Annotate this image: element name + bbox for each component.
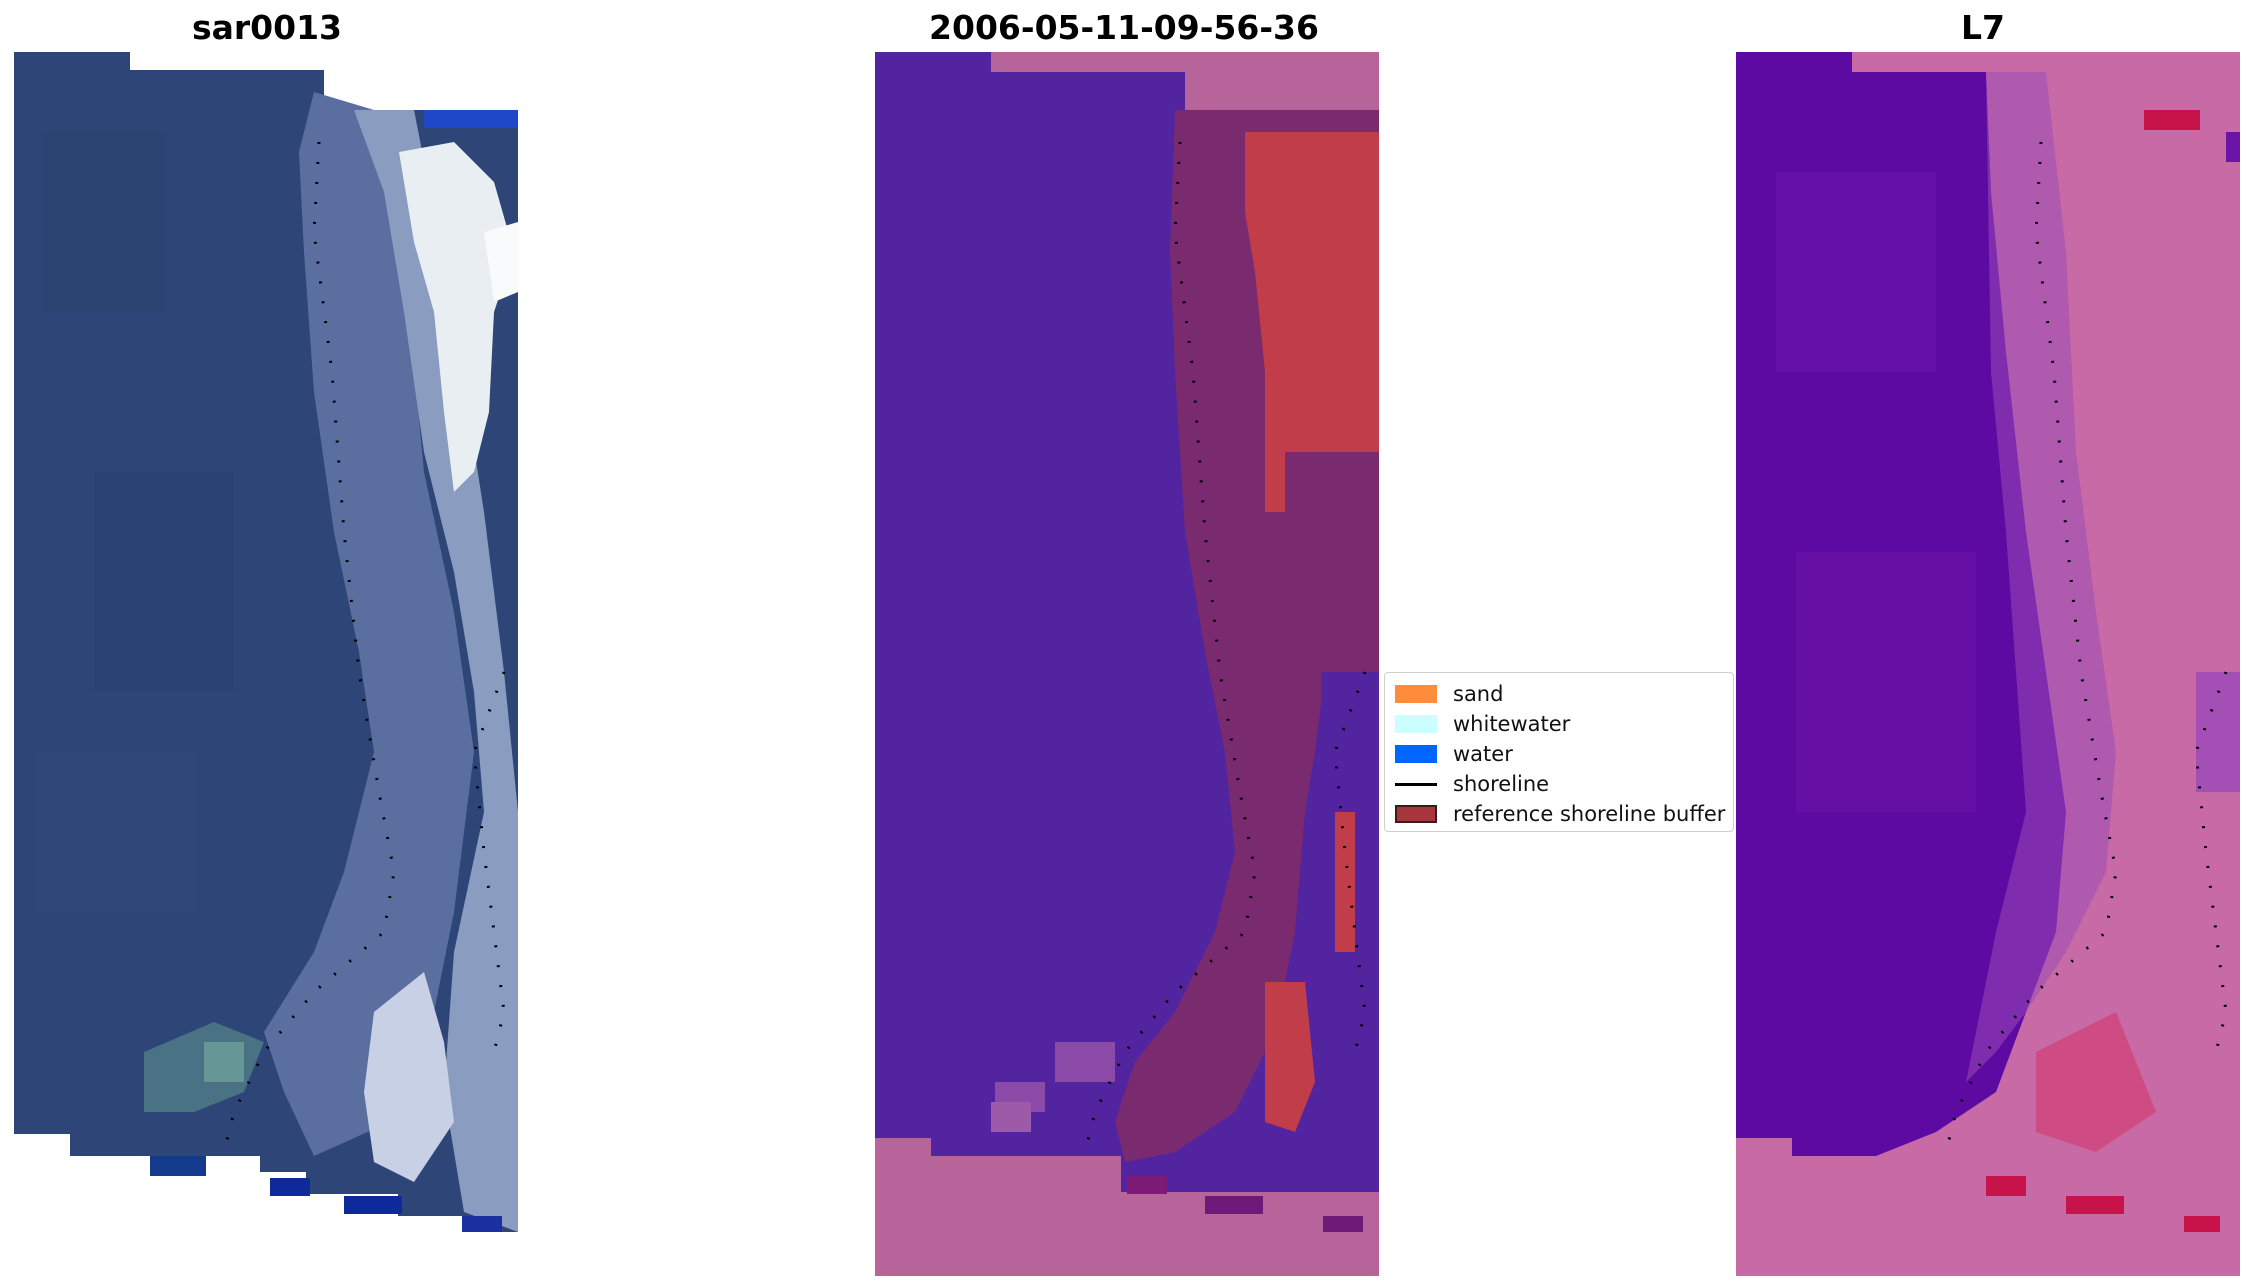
l7-image-panel — [1736, 52, 2240, 1276]
legend-item-water: water — [1395, 741, 1513, 767]
legend-item-reference-buffer: reference shoreline buffer — [1395, 801, 1725, 827]
shoreline-swatch — [1395, 782, 1437, 786]
legend: sand whitewater water shoreline referenc… — [1384, 672, 1734, 832]
center-panel-title: 2006-05-11-09-56-36 — [929, 8, 1319, 47]
legend-label: whitewater — [1453, 712, 1571, 736]
reference-buffer-swatch — [1395, 805, 1437, 823]
legend-label: reference shoreline buffer — [1453, 802, 1726, 826]
rgb-image — [14, 52, 518, 1232]
sand-swatch — [1395, 685, 1437, 703]
classified-image-panel — [875, 52, 1379, 1276]
whitewater-swatch — [1395, 715, 1437, 733]
legend-item-shoreline: shoreline — [1395, 771, 1549, 797]
water-swatch — [1395, 745, 1437, 763]
l7-image — [1736, 52, 2240, 1276]
right-panel-title: L7 — [1961, 8, 2005, 47]
legend-item-sand: sand — [1395, 681, 1503, 707]
legend-label: shoreline — [1453, 772, 1550, 796]
rgb-image-panel — [14, 52, 518, 1276]
classified-image — [875, 52, 1379, 1276]
legend-item-whitewater: whitewater — [1395, 711, 1570, 737]
legend-label: water — [1453, 742, 1513, 766]
left-panel-title: sar0013 — [191, 8, 343, 47]
legend-label: sand — [1453, 682, 1504, 706]
